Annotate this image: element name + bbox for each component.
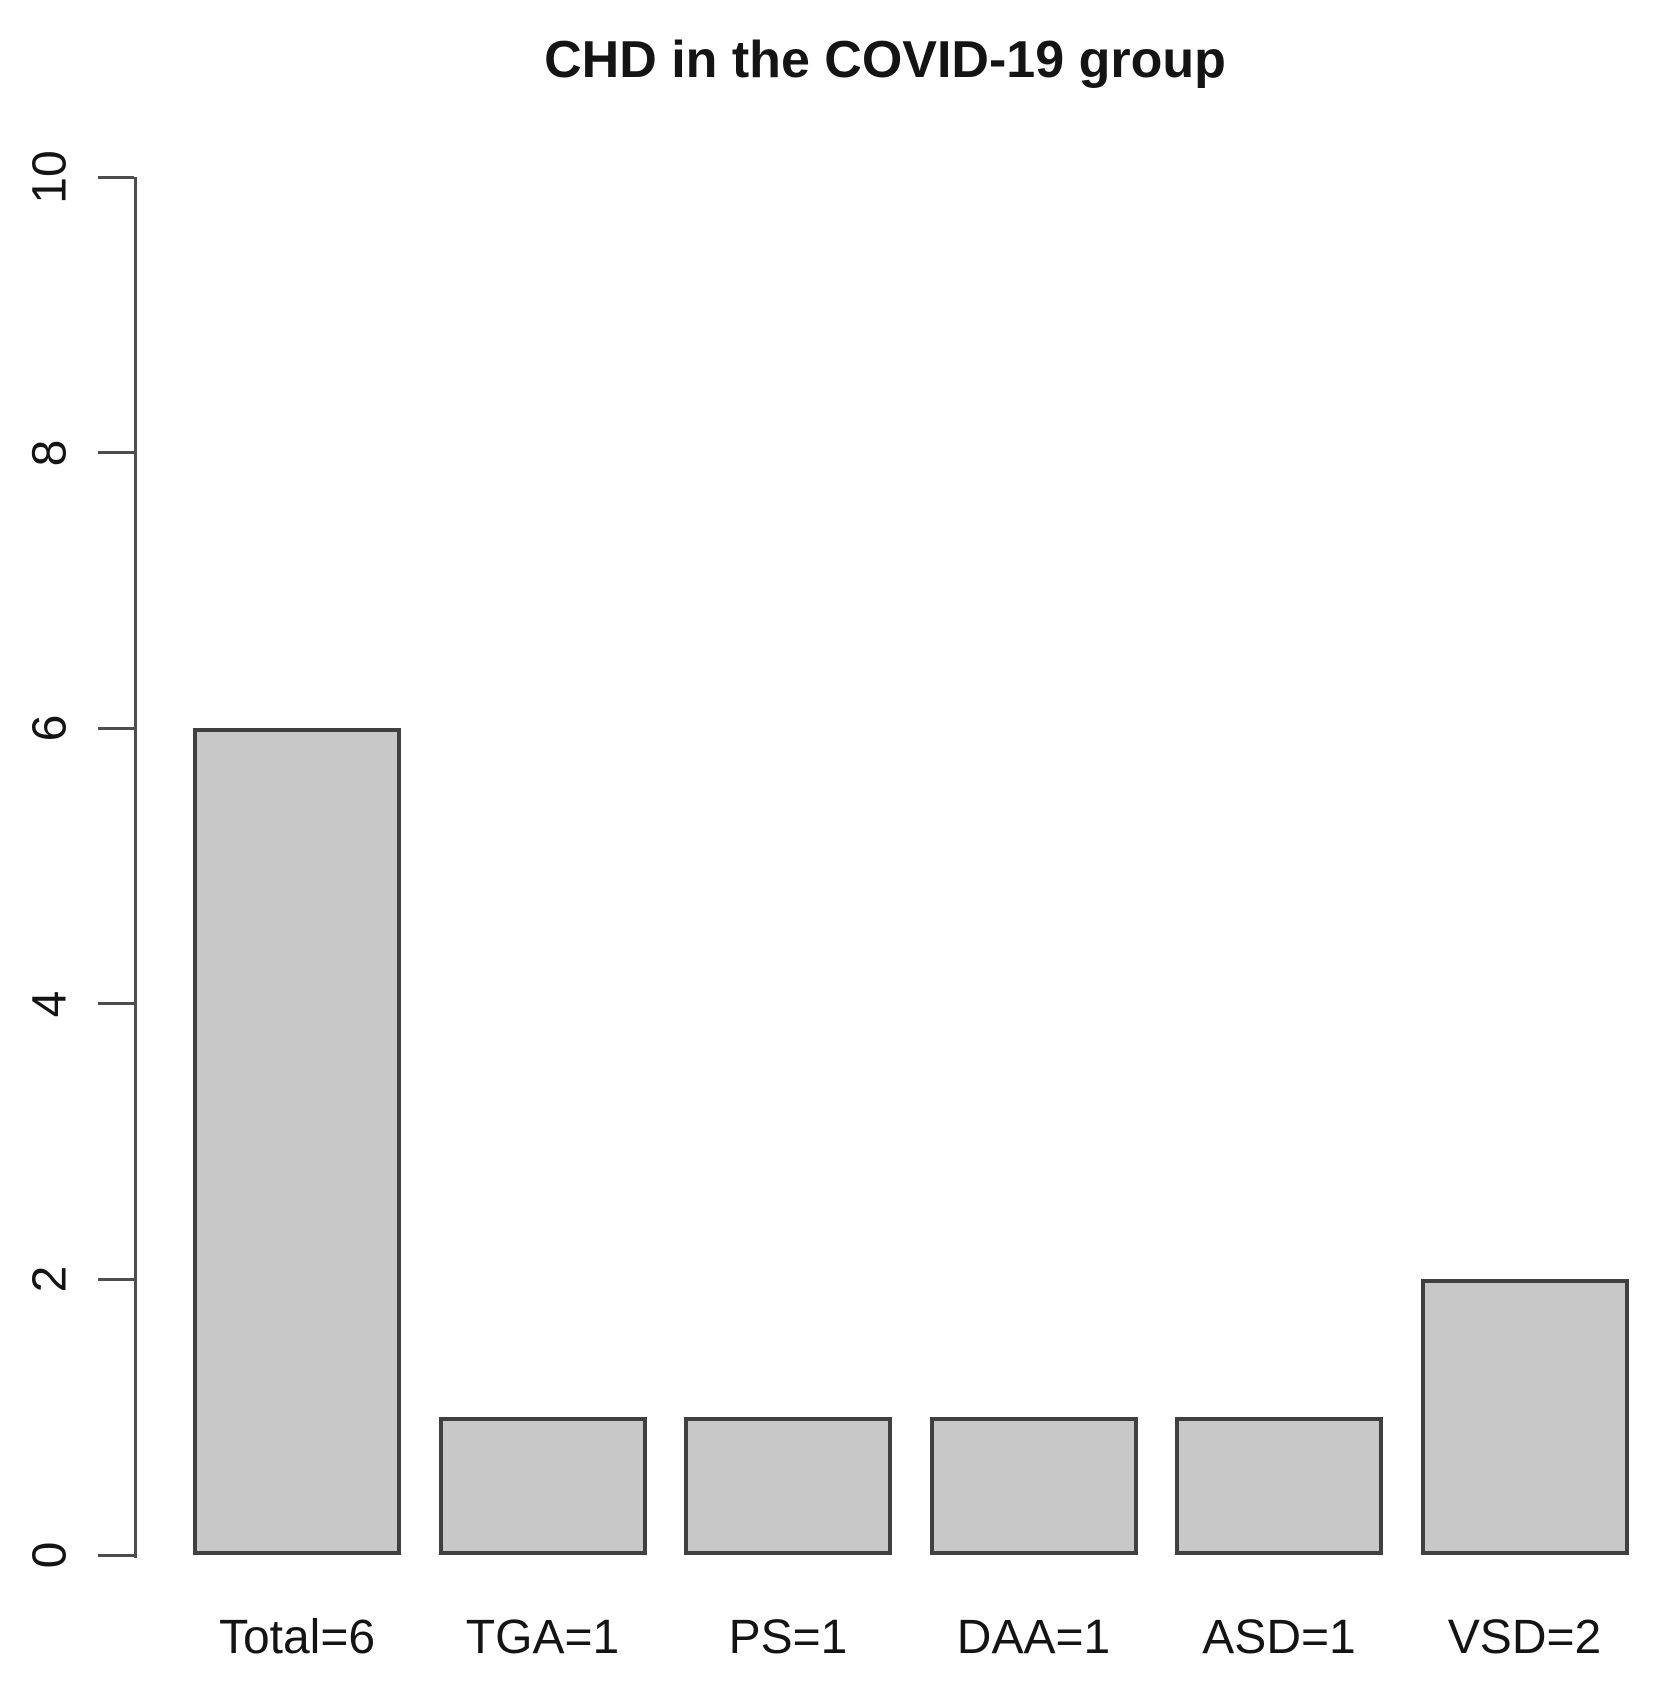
bar (684, 1417, 892, 1555)
x-tick-label: TGA=1 (465, 1611, 620, 1664)
y-tick (98, 1553, 134, 1557)
y-tick (98, 726, 134, 730)
bar (1420, 1279, 1629, 1555)
y-tick (98, 451, 134, 455)
y-tick-label: 2 (23, 1266, 77, 1293)
y-tick-label: 8 (23, 439, 77, 466)
bar (193, 728, 401, 1555)
y-tick-label: 0 (23, 1541, 77, 1569)
x-tick-label: Total=6 (218, 1611, 376, 1664)
y-axis-line (134, 177, 137, 1558)
y-tick (98, 1002, 134, 1006)
x-tick-label: VSD=2 (1447, 1611, 1602, 1664)
bar (929, 1417, 1138, 1555)
bar (438, 1417, 647, 1555)
y-tick (98, 175, 134, 179)
x-tick-label: PS=1 (728, 1611, 848, 1664)
y-tick-label: 10 (23, 150, 77, 204)
y-tick-label: 4 (23, 990, 77, 1018)
chart-title: CHD in the COVID-19 group (544, 31, 1226, 89)
y-tick (98, 1277, 134, 1281)
y-tick-label: 6 (23, 714, 77, 742)
x-tick-label: DAA=1 (956, 1611, 1111, 1664)
x-tick-label: ASD=1 (1202, 1611, 1356, 1664)
bar (1175, 1417, 1383, 1555)
